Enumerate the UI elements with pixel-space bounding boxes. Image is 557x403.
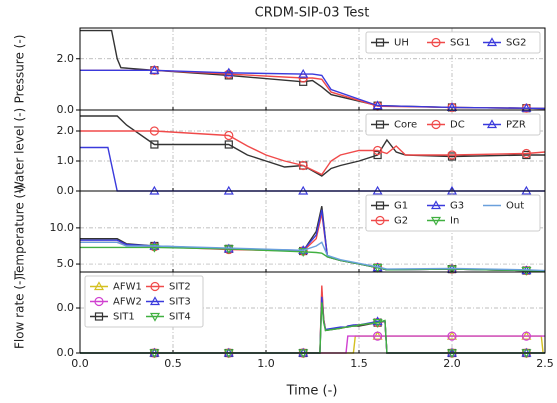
marker: [373, 331, 383, 341]
legend-label: G2: [394, 216, 408, 227]
y-tick-label: 0.0: [57, 103, 75, 116]
series-line: [80, 241, 546, 272]
y-axis-label: Water level (-): [13, 108, 27, 193]
legend-marker: [93, 281, 105, 291]
marker: [372, 264, 383, 273]
legend-marker: [486, 119, 498, 129]
legend-box: [365, 113, 541, 136]
legend-label: G1: [394, 201, 408, 212]
marker: [447, 331, 457, 341]
marker: [521, 331, 532, 341]
marker: [298, 160, 308, 171]
legend-marker: [94, 296, 104, 307]
legend-label: SIT1: [113, 312, 135, 323]
y-tick-label: 0.0: [57, 184, 75, 197]
marker: [298, 248, 309, 257]
legend-box: [365, 31, 541, 54]
series-line: [80, 246, 546, 272]
marker: [372, 100, 383, 110]
marker: [447, 150, 457, 160]
y-tick-label: 5.0: [57, 257, 75, 270]
legend-marker: [94, 312, 104, 321]
y-axis-label: Flow rate (-): [13, 276, 27, 349]
legend: AFW1 AFW2 SIT1 SIT2 SIT3 SIT4: [84, 275, 204, 328]
chart-title: CRDM-SIP-03 Test: [255, 6, 370, 21]
legend-label: SIT4: [169, 312, 191, 323]
marker: [149, 243, 160, 253]
marker: [224, 69, 234, 79]
y-tick-label: 2.0: [57, 124, 75, 137]
legend-label: Core: [394, 120, 417, 131]
legend-label: G3: [450, 201, 464, 212]
x-tick-label: 1.0: [257, 357, 275, 370]
legend-marker: [430, 200, 442, 210]
legend-label: Out: [506, 201, 524, 212]
y-axis-label: Pressure (-): [13, 35, 27, 104]
marker: [224, 130, 234, 141]
legend-label: AFW1: [113, 282, 142, 293]
legend-marker: [375, 38, 385, 47]
legend-marker: [150, 281, 160, 292]
y-tick-label: 2.0: [57, 52, 75, 65]
x-axis-label: Time (-): [286, 384, 338, 399]
legend-marker: [149, 296, 161, 306]
legend-label: AFW2: [113, 297, 142, 308]
marker: [223, 245, 234, 255]
legend-box: [84, 275, 204, 328]
marker: [373, 145, 383, 156]
series-line: [80, 130, 546, 176]
legend-label: PZR: [506, 120, 526, 131]
marker: [521, 102, 532, 112]
marker: [149, 126, 159, 136]
legend-label: SIT2: [169, 282, 191, 293]
marker: [372, 319, 383, 328]
series-line: [80, 335, 545, 354]
marker: [372, 316, 383, 326]
marker: [150, 140, 159, 149]
marker: [223, 67, 234, 77]
y-axis-label: Temperature (-): [13, 185, 27, 280]
marker: [373, 150, 382, 160]
marker: [298, 68, 309, 78]
y-tick-label: 10.0: [50, 221, 75, 234]
legend-marker: [375, 120, 385, 129]
marker: [521, 148, 532, 159]
x-tick-label: 2.5: [536, 357, 554, 370]
legend-marker: [486, 37, 498, 47]
legend-label: SIT3: [169, 297, 191, 308]
legend-marker: [431, 119, 441, 130]
y-tick-label: 1.0: [57, 154, 75, 167]
x-tick-label: 1.5: [350, 357, 368, 370]
legend-label: SG2: [506, 38, 526, 49]
legend-label: DC: [450, 120, 465, 131]
legend-marker: [430, 216, 442, 226]
legend-marker: [149, 312, 161, 322]
x-tick-label: 2.0: [443, 357, 461, 370]
y-tick-label: 0.0: [57, 301, 75, 314]
legend-marker: [431, 37, 441, 48]
plot-frame: [79, 271, 546, 354]
marker: [521, 266, 532, 276]
legend-marker: [375, 215, 385, 226]
series-line: [80, 69, 546, 110]
x-tick-label: 0.0: [71, 357, 89, 370]
marker: [446, 265, 458, 275]
legend-label: SG1: [450, 38, 470, 49]
marker: [224, 140, 233, 149]
legend: G1 G2 G3 In Out: [365, 194, 541, 232]
legend-label: UH: [394, 38, 409, 49]
series-line: [80, 335, 545, 354]
legend-label: In: [450, 216, 459, 227]
marker: [149, 65, 160, 74]
y-tick-label: 0.0: [57, 346, 75, 359]
x-tick-label: 0.5: [164, 357, 182, 370]
legend: Core DC PZR: [365, 113, 541, 136]
series-line: [80, 69, 546, 110]
legend-box: [365, 194, 541, 232]
legend-marker: [375, 201, 385, 210]
legend: UH SG1 SG2: [365, 31, 541, 54]
